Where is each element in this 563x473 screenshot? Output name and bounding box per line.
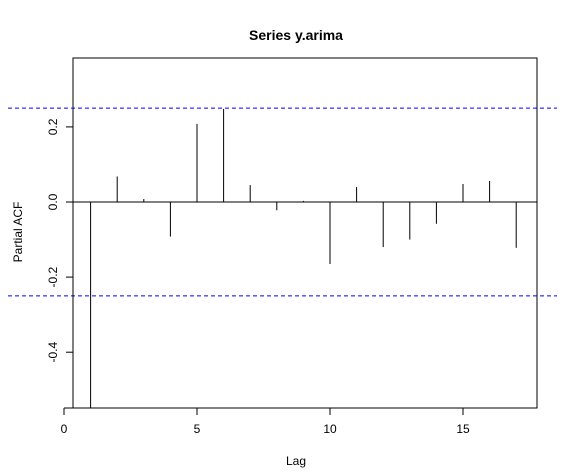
y-tick-label-3: 0.2 [46, 118, 60, 135]
x-tick-label-15: 15 [456, 422, 470, 436]
y-tick-label-2: 0.0 [46, 193, 60, 210]
x-tick-label-0: 0 [61, 422, 68, 436]
x-axis-label: Lag [286, 454, 306, 468]
plot-frame [72, 57, 538, 409]
x-tick-label-10: 10 [323, 422, 337, 436]
chart-title: Series y.arima [249, 27, 343, 43]
y-axis-label: Partial ACF [11, 202, 25, 263]
y-tick-label-0: -0.4 [46, 342, 60, 363]
x-tick-label-5: 5 [194, 422, 201, 436]
y-tick-label-1: -0.2 [46, 266, 60, 287]
